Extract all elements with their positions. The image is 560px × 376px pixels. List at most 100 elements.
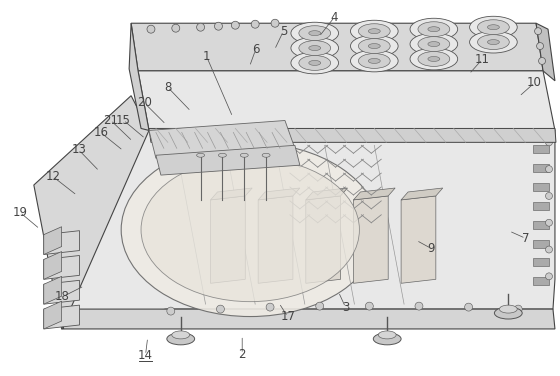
Text: 5: 5 [279, 25, 287, 38]
Ellipse shape [358, 39, 390, 53]
Polygon shape [34, 96, 166, 329]
Bar [533, 202, 549, 210]
Polygon shape [44, 227, 62, 255]
Circle shape [545, 273, 553, 280]
Ellipse shape [487, 25, 500, 30]
Ellipse shape [418, 22, 450, 36]
Text: 11: 11 [475, 53, 490, 66]
Polygon shape [258, 188, 300, 200]
Circle shape [251, 20, 259, 28]
Ellipse shape [378, 331, 396, 339]
Polygon shape [44, 280, 80, 304]
Circle shape [535, 28, 542, 35]
Text: 7: 7 [522, 232, 529, 245]
Polygon shape [62, 309, 555, 329]
Polygon shape [306, 196, 340, 283]
Ellipse shape [470, 16, 517, 38]
Text: 9: 9 [427, 242, 435, 255]
Text: 3: 3 [342, 301, 349, 314]
Ellipse shape [240, 153, 248, 157]
Ellipse shape [291, 52, 339, 74]
Ellipse shape [299, 41, 330, 56]
Polygon shape [353, 188, 395, 200]
Polygon shape [44, 276, 62, 304]
Ellipse shape [309, 61, 321, 65]
Circle shape [162, 132, 170, 139]
Text: 17: 17 [281, 310, 295, 323]
Circle shape [465, 303, 473, 311]
Ellipse shape [299, 26, 330, 41]
Polygon shape [149, 120, 295, 158]
Circle shape [214, 22, 222, 30]
Polygon shape [44, 301, 62, 329]
Circle shape [172, 24, 180, 32]
Ellipse shape [291, 22, 339, 44]
Text: 21: 21 [103, 114, 118, 127]
Ellipse shape [368, 58, 380, 64]
Ellipse shape [418, 36, 450, 52]
Ellipse shape [410, 48, 458, 70]
Ellipse shape [218, 153, 226, 157]
Ellipse shape [358, 53, 390, 68]
Ellipse shape [262, 153, 270, 157]
Ellipse shape [351, 35, 398, 57]
Bar [533, 145, 549, 153]
Text: 2: 2 [239, 347, 246, 361]
Ellipse shape [167, 333, 195, 345]
Circle shape [147, 25, 155, 33]
Ellipse shape [494, 307, 522, 319]
Bar [533, 183, 549, 191]
Polygon shape [138, 71, 555, 130]
Ellipse shape [299, 56, 330, 70]
Polygon shape [401, 188, 443, 200]
Circle shape [536, 42, 544, 50]
Ellipse shape [358, 24, 390, 39]
Text: 1: 1 [203, 50, 211, 63]
Ellipse shape [309, 45, 321, 50]
Circle shape [231, 21, 239, 29]
Bar [533, 258, 549, 267]
Polygon shape [129, 23, 149, 130]
Circle shape [539, 58, 545, 64]
Polygon shape [149, 129, 556, 143]
Ellipse shape [351, 20, 398, 42]
Text: 13: 13 [71, 143, 86, 156]
Ellipse shape [368, 29, 380, 33]
Ellipse shape [428, 56, 440, 61]
Text: 16: 16 [94, 126, 109, 139]
Ellipse shape [410, 18, 458, 40]
Ellipse shape [351, 50, 398, 72]
Circle shape [514, 305, 522, 313]
Circle shape [545, 246, 553, 253]
Polygon shape [62, 130, 555, 329]
Polygon shape [44, 231, 80, 255]
Polygon shape [401, 196, 436, 283]
Ellipse shape [500, 305, 517, 313]
Ellipse shape [309, 31, 321, 36]
Circle shape [365, 302, 374, 310]
Circle shape [316, 302, 324, 310]
Ellipse shape [428, 27, 440, 32]
Circle shape [236, 126, 244, 134]
Polygon shape [156, 145, 300, 175]
Text: 14: 14 [138, 349, 153, 362]
Circle shape [197, 23, 204, 31]
Ellipse shape [374, 333, 401, 345]
Circle shape [217, 305, 225, 313]
Text: 12: 12 [46, 170, 60, 183]
Ellipse shape [172, 331, 190, 339]
Polygon shape [211, 188, 252, 200]
Polygon shape [131, 23, 543, 71]
Bar [533, 240, 549, 247]
Ellipse shape [487, 39, 500, 45]
Text: 15: 15 [116, 114, 130, 127]
Ellipse shape [197, 153, 204, 157]
Circle shape [545, 139, 553, 146]
Text: 4: 4 [331, 11, 338, 24]
Ellipse shape [470, 31, 517, 53]
Polygon shape [536, 23, 555, 81]
Polygon shape [258, 196, 293, 283]
Ellipse shape [478, 20, 509, 35]
Polygon shape [44, 252, 62, 279]
Ellipse shape [410, 33, 458, 55]
